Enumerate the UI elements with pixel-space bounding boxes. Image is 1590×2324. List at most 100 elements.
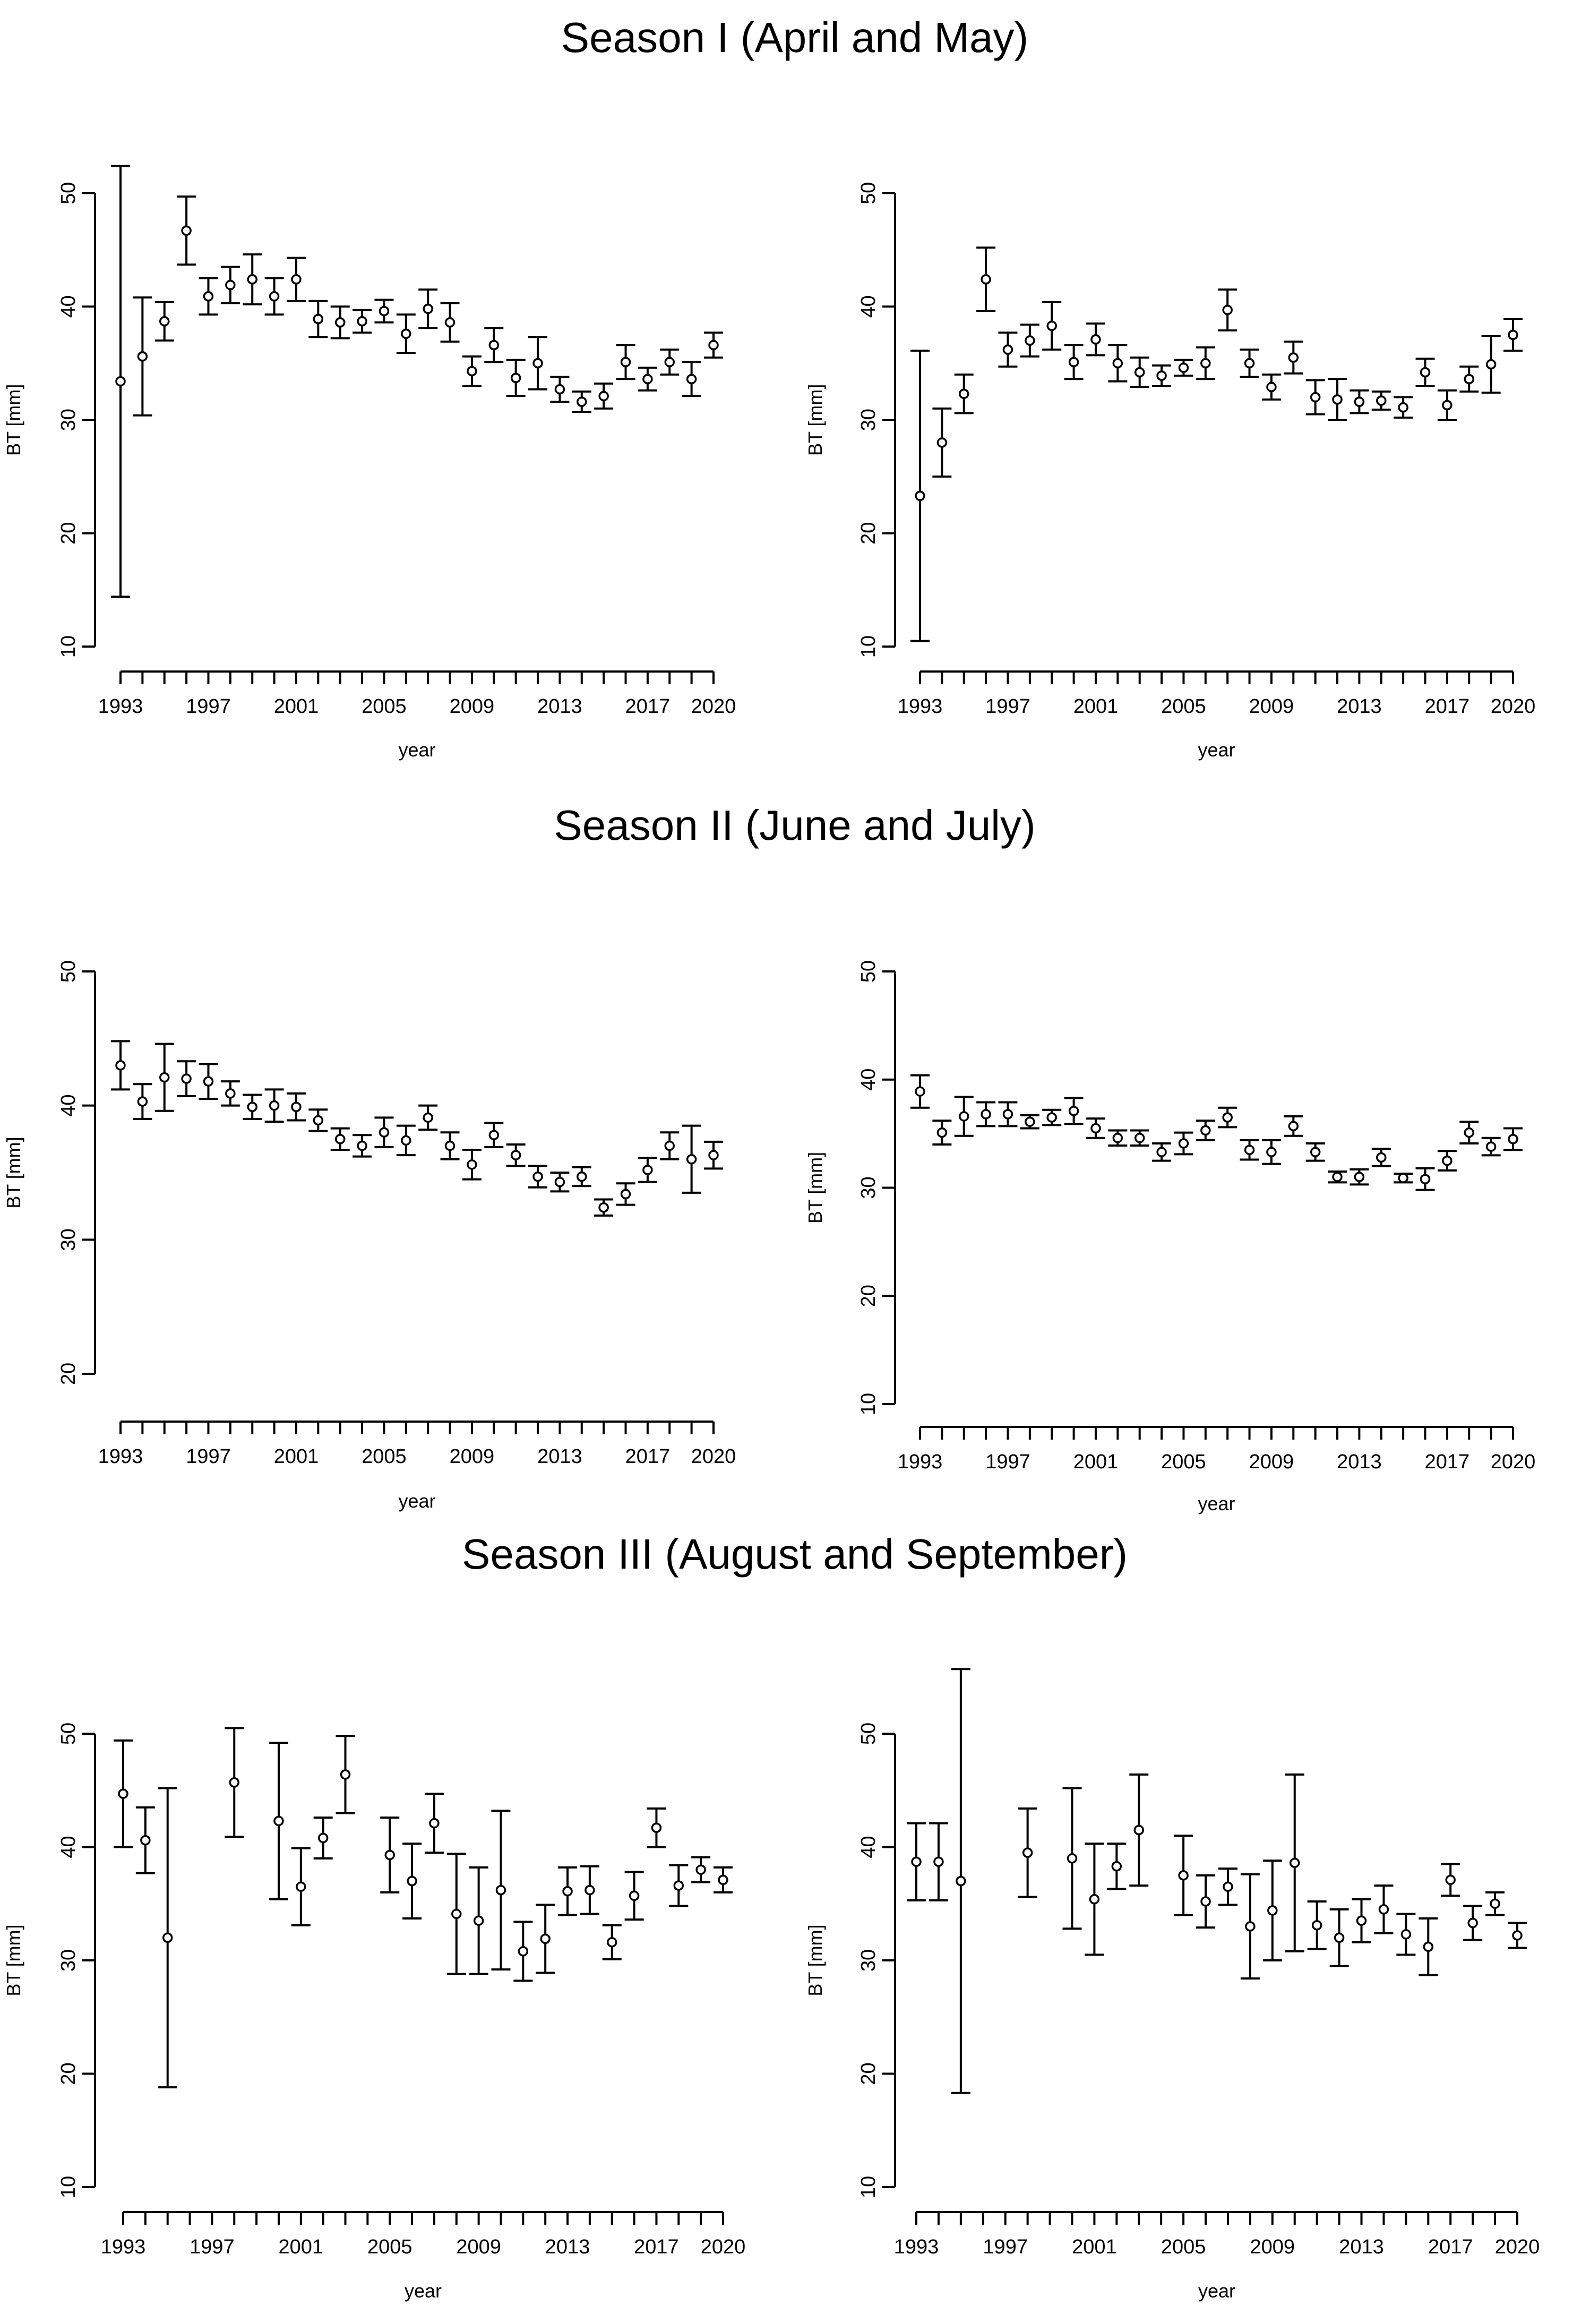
data-point [1266, 1147, 1277, 1158]
x-tick-label: 1993 [894, 2236, 939, 2258]
x-tick-label: 1997 [190, 2236, 235, 2258]
y-axis-label: BT [mm] [3, 1924, 24, 1996]
data-point [510, 373, 521, 383]
season-title-2: Season II (June and July) [554, 802, 1035, 849]
data-point [203, 291, 214, 302]
x-tick-label: 1997 [186, 1445, 231, 1468]
data-point [664, 357, 675, 367]
y-tick-label: 40 [857, 295, 880, 317]
y-tick-label: 20 [857, 522, 880, 544]
data-point [518, 1946, 529, 1957]
x-tick-label: 2005 [362, 695, 407, 718]
data-point [467, 1159, 477, 1170]
data-point [1068, 357, 1079, 367]
y-tick-label: 20 [857, 1285, 880, 1307]
x-tick-label: 2017 [1428, 2236, 1473, 2258]
data-point [384, 1849, 395, 1861]
x-tick-label: 2020 [691, 1445, 736, 1468]
data-point [686, 374, 697, 384]
x-tick-label: 2020 [1491, 695, 1536, 718]
y-axis-label: BT [mm] [804, 384, 826, 455]
data-point [1420, 367, 1431, 378]
y-tick-label: 30 [57, 409, 80, 431]
x-tick-label: 2009 [1250, 2236, 1295, 2258]
data-point [181, 225, 192, 236]
data-point [1423, 1941, 1434, 1952]
y-tick-label: 10 [857, 635, 880, 658]
data-point [1467, 1917, 1478, 1929]
data-point [1332, 1172, 1343, 1182]
data-point [1378, 1904, 1389, 1915]
x-tick-label: 2001 [274, 1445, 319, 1468]
x-tick-label: 1993 [898, 1451, 943, 1473]
y-tick-label: 40 [57, 1836, 80, 1858]
y-tick-label: 10 [57, 2176, 80, 2198]
data-point [554, 1176, 565, 1187]
data-point [429, 1818, 440, 1829]
data-point [1310, 392, 1321, 403]
x-tick-label: 1993 [101, 2236, 146, 2258]
data-point [379, 306, 390, 316]
data-point [532, 1171, 543, 1182]
data-point [1420, 1174, 1431, 1184]
y-tick-label: 50 [57, 960, 80, 983]
data-point [686, 1154, 697, 1165]
data-point [1200, 1125, 1211, 1136]
x-tick-label: 2013 [537, 1445, 582, 1468]
data-point [115, 376, 126, 387]
x-tick-label: 1993 [898, 695, 943, 718]
data-point [1332, 394, 1343, 405]
data-point [1178, 1138, 1189, 1149]
y-tick-label: 10 [57, 635, 80, 658]
data-point [936, 437, 948, 448]
data-point [1244, 358, 1255, 368]
x-tick-label: 1993 [98, 1445, 143, 1468]
x-tick-label: 2017 [634, 2236, 679, 2258]
x-tick-label: 2013 [545, 2236, 590, 2258]
data-point [1267, 1905, 1278, 1916]
data-point [273, 1815, 284, 1827]
data-point [140, 1835, 151, 1846]
x-tick-label: 2009 [1249, 1451, 1294, 1473]
data-point [620, 357, 631, 367]
data-point [510, 1150, 521, 1160]
data-point [1310, 1147, 1321, 1158]
chart-panel-5: 10 20 30 40 50 BT [mm] 1993 1997 2001 2005 2009 201… [3, 1723, 745, 2302]
data-point [1354, 1172, 1365, 1182]
data-point [1200, 358, 1211, 368]
x-tick-label: 2001 [1073, 695, 1119, 718]
x-tick-label: 2017 [1425, 695, 1470, 718]
data-point [915, 1086, 925, 1097]
data-point [1464, 1127, 1475, 1138]
x-axis-label: year [398, 1490, 435, 1512]
data-point [118, 1788, 128, 1799]
x-tick-label: 2009 [450, 1445, 495, 1468]
y-tick-label: 30 [857, 1949, 880, 1972]
data-point [1485, 1141, 1497, 1152]
data-point [1156, 370, 1167, 381]
data-point [1025, 1116, 1035, 1127]
x-tick-label: 1997 [983, 2236, 1028, 2258]
data-point [495, 1884, 506, 1896]
data-point [1512, 1930, 1523, 1941]
data-point [159, 316, 170, 327]
y-tick-label: 10 [857, 2176, 880, 2198]
data-point [1245, 1921, 1256, 1932]
x-tick-label: 2001 [1073, 1451, 1119, 1473]
x-tick-label: 2020 [1491, 1451, 1536, 1473]
data-point [159, 1072, 170, 1083]
data-point [137, 351, 148, 362]
data-point [444, 1140, 455, 1151]
data-point [1134, 1133, 1145, 1143]
y-tick-label: 20 [857, 2062, 880, 2085]
data-point [1022, 1847, 1033, 1858]
data-point [1508, 330, 1518, 340]
data-point [1002, 344, 1013, 355]
y-axis-label: BT [mm] [3, 1137, 24, 1208]
y-tick-label: 30 [857, 1176, 880, 1199]
x-axis-label: year [398, 739, 435, 761]
data-point [225, 1088, 236, 1099]
y-tick-label: 40 [57, 1095, 80, 1117]
y-tick-label: 40 [57, 295, 80, 317]
